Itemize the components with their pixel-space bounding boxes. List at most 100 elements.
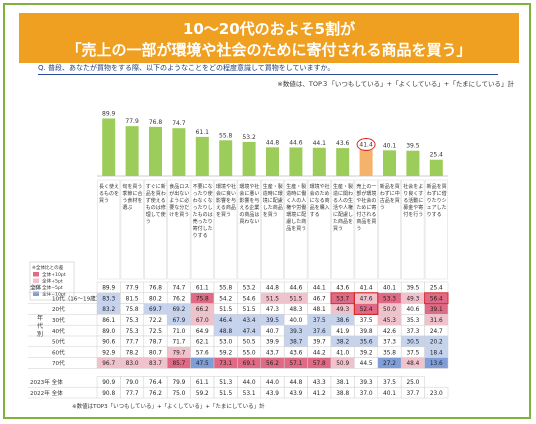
table-value: 45.3: [383, 318, 396, 324]
table-value: 66.2: [196, 307, 209, 313]
table-value: 49.3: [336, 307, 349, 313]
table-value: 90.6: [102, 340, 115, 346]
category-label-10: 環境や社会のためになる商品を購入する: [310, 183, 330, 218]
table-value: 37.6: [313, 329, 326, 335]
table-value: 61.1: [196, 380, 209, 386]
legend-swatch-3: [33, 285, 39, 290]
table-row-label-5: 40代: [52, 327, 65, 335]
table-value: 92.9: [102, 350, 115, 356]
table-value: 18.4: [430, 350, 443, 356]
highlight-box-col11: [330, 292, 355, 305]
table-value: 51.3: [219, 380, 232, 386]
bar-15: [429, 159, 443, 176]
table-value: 47.3: [266, 307, 279, 313]
table-value: 50.0: [383, 307, 396, 313]
table-value: 61.1: [196, 286, 209, 292]
table-value: 39.2: [360, 350, 373, 356]
bar-8: [266, 147, 279, 176]
category-box-10: [307, 179, 331, 280]
table-value: 90.8: [102, 391, 115, 397]
highlight-circle: [356, 138, 376, 152]
table-value: 59.2: [196, 391, 209, 397]
title-line-1: 10〜20代のおよそ5割が: [182, 20, 356, 38]
table-value: 39.5: [266, 318, 279, 324]
bar-value-label-11: 43.6: [336, 140, 350, 147]
legend-label-1: 全体+10pt: [42, 271, 66, 278]
table-value: 43.4: [243, 318, 256, 324]
table-value: 67.9: [172, 318, 185, 324]
bar-12: [359, 149, 373, 176]
category-label-12: 売上の一部が環境や社会のために寄付される商品を買う: [356, 183, 376, 232]
table-value: 27.2: [383, 361, 396, 367]
bar-10: [312, 147, 326, 176]
category-box-13: [378, 179, 401, 280]
table-value: 39.1: [430, 307, 443, 313]
table-value: 38.8: [336, 391, 349, 397]
bar-value-label-8: 44.8: [266, 139, 280, 146]
table-value: 40.0: [289, 318, 302, 324]
bar-value-label-15: 25.4: [430, 152, 444, 159]
table-value: 44.0: [243, 380, 256, 386]
table-row-label-6: 50代: [52, 338, 65, 346]
table-value: 81.5: [126, 296, 139, 302]
table-value: 51.5: [266, 296, 279, 302]
legend-title: ※全体比との差: [32, 264, 64, 271]
table-value: 57.8: [313, 361, 326, 367]
table-value: 50.9: [336, 361, 349, 367]
table-value: 89.0: [102, 329, 115, 335]
table-value: 40.7: [266, 329, 279, 335]
bar-2: [125, 126, 139, 176]
table-value: 40.6: [406, 307, 419, 313]
bar-7: [242, 141, 256, 176]
table-value: 44.6: [289, 286, 302, 292]
legend-swatch-4: [33, 291, 39, 296]
table-value: 41.2: [313, 391, 326, 397]
table-value: 13.6: [430, 361, 443, 367]
category-label-6: 環境や社会に良い影響を与える商品を買う: [216, 183, 236, 218]
table-value: 80.7: [149, 350, 162, 356]
table-value: 53.7: [336, 296, 349, 302]
table-value: 41.9: [336, 329, 349, 335]
category-box-15: [424, 179, 448, 280]
table-value: 37.3: [383, 340, 396, 346]
table-value: 72.2: [149, 318, 162, 324]
table-value: 25.4: [430, 286, 443, 292]
table-value: 46.4: [219, 318, 232, 324]
table-value: 23.0: [430, 391, 443, 397]
table-value: 39.3: [289, 329, 302, 335]
table-value: 79.0: [126, 380, 139, 386]
table-value: 75.3: [126, 318, 139, 324]
table-value: 49.3: [406, 296, 419, 302]
bar-value-label-13: 40.1: [383, 142, 397, 149]
table-value: 37.5: [406, 350, 419, 356]
table-value: 90.9: [102, 380, 115, 386]
category-box-1: [97, 179, 121, 280]
table-value: 75.8: [126, 307, 139, 313]
table-value: 44.8: [289, 380, 302, 386]
table-value: 62.1: [196, 340, 209, 346]
legend-label-3: 全体−5pt: [42, 284, 63, 291]
table-value: 83.0: [126, 361, 139, 367]
table-value: 67.0: [196, 318, 209, 324]
legend-swatch-2: [33, 278, 39, 283]
table-row-label-4: 30代: [52, 316, 65, 324]
table-value: 59.2: [219, 350, 232, 356]
bar-value-label-3: 76.8: [149, 119, 163, 126]
table-value: 35.3: [406, 318, 419, 324]
table-value: 77.7: [126, 340, 139, 346]
category-box-12: [354, 179, 378, 280]
table-value: 55.8: [219, 286, 232, 292]
table-row-label-9: 2023年 全体: [30, 378, 63, 386]
table-value: 78.7: [149, 340, 162, 346]
table-value: 44.8: [266, 286, 279, 292]
table-value: 46.7: [313, 296, 326, 302]
table-value: 37.3: [406, 329, 419, 335]
table-value: 83.7: [149, 361, 162, 367]
category-label-3: すぐに新品を買わず使えるものは修理して使う: [146, 183, 166, 225]
table-value: 56.4: [430, 296, 443, 302]
table-value: 53.1: [243, 391, 256, 397]
table-value: 39.7: [313, 340, 326, 346]
table-value: 30.5: [406, 340, 419, 346]
table-value: 77.9: [126, 286, 139, 292]
